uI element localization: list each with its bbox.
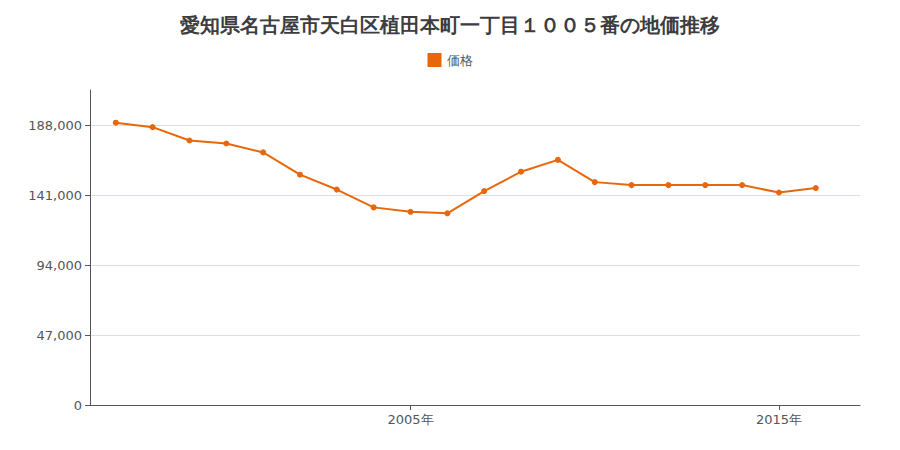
svg-text:2005年: 2005年: [387, 412, 433, 427]
svg-text:価格: 価格: [447, 53, 473, 68]
svg-text:0: 0: [74, 398, 82, 413]
svg-text:188,000: 188,000: [28, 118, 82, 133]
svg-text:141,000: 141,000: [28, 188, 82, 203]
svg-text:愛知県名古屋市天白区植田本町一丁目１００５番の地価推移: 愛知県名古屋市天白区植田本町一丁目１００５番の地価推移: [180, 13, 720, 37]
svg-text:2015年: 2015年: [756, 412, 802, 427]
svg-text:94,000: 94,000: [37, 258, 83, 273]
svg-text:47,000: 47,000: [37, 328, 83, 343]
